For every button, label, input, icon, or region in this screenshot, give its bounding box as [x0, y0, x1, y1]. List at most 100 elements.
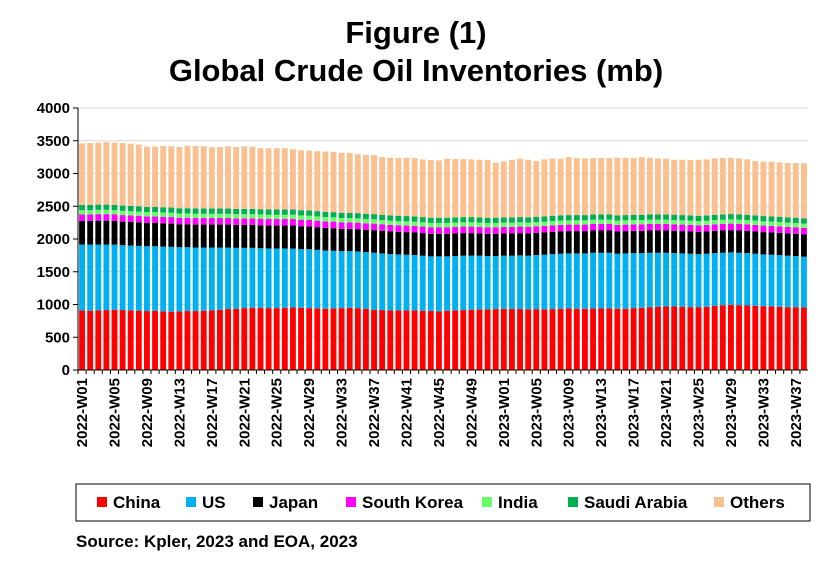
bar-segment — [549, 220, 556, 226]
bar-segment — [411, 158, 418, 217]
bar-segment — [622, 224, 629, 232]
bar-segment — [557, 220, 564, 225]
bar-segment — [427, 160, 434, 218]
bar-segment — [176, 217, 183, 225]
bar-segment — [135, 206, 142, 212]
y-tick-label: 2000 — [37, 231, 70, 248]
bar-segment — [371, 230, 377, 253]
bar-segment — [573, 158, 580, 216]
bar-stack — [314, 151, 321, 370]
bar-segment — [476, 309, 483, 370]
bar-segment — [776, 216, 783, 222]
bar-segment — [403, 216, 410, 222]
bar-segment — [801, 227, 807, 235]
bar-segment — [306, 215, 313, 221]
legend-swatch — [253, 497, 263, 507]
bar-segment — [614, 308, 621, 370]
bar-segment — [565, 215, 572, 221]
bar-segment — [565, 308, 572, 370]
bar-segment — [679, 231, 686, 254]
bar-segment — [792, 233, 799, 257]
bar-segment — [801, 307, 807, 370]
bar-segment — [719, 252, 726, 306]
bar-segment — [330, 212, 337, 218]
bar-segment — [330, 217, 337, 222]
bar-segment — [257, 218, 264, 226]
bar-segment — [225, 213, 231, 219]
bar-segment — [598, 223, 605, 231]
bar-segment — [557, 224, 564, 232]
bar-stack — [395, 158, 402, 370]
bar-segment — [330, 308, 337, 370]
bar-segment — [630, 308, 637, 370]
bar-segment — [436, 227, 442, 234]
bar-segment — [168, 223, 175, 247]
bar-segment — [144, 311, 150, 370]
bar-segment — [728, 157, 734, 215]
bar-segment — [314, 216, 321, 221]
legend-label: Japan — [269, 493, 318, 512]
bar-segment — [168, 212, 175, 218]
bar-segment — [582, 253, 588, 309]
bar-segment — [217, 208, 223, 214]
bar-segment — [736, 158, 742, 215]
bar-segment — [614, 224, 621, 232]
bar-segment — [111, 220, 118, 245]
bar-stack — [265, 148, 272, 370]
bar-stack — [290, 149, 296, 370]
bar-segment — [379, 310, 386, 370]
bar-segment — [768, 232, 775, 255]
bar-segment — [322, 211, 329, 218]
bar-segment — [598, 308, 605, 370]
bar-segment — [663, 214, 669, 220]
bar-segment — [711, 214, 718, 220]
bar-segment — [233, 247, 240, 309]
bar-segment — [217, 213, 223, 219]
bar-segment — [160, 223, 167, 247]
bar-segment — [363, 154, 369, 214]
bar-segment — [144, 206, 150, 213]
bar-segment — [395, 215, 402, 221]
bar-segment — [468, 255, 475, 310]
bar-segment — [801, 218, 807, 224]
bar-segment — [427, 222, 434, 228]
bar-segment — [736, 305, 742, 370]
bar-segment — [379, 224, 386, 231]
bar-segment — [87, 143, 94, 205]
bar-segment — [606, 308, 613, 370]
bar-stack — [468, 159, 475, 370]
bar-segment — [646, 230, 653, 253]
bar-segment — [630, 224, 637, 231]
bar-segment — [500, 226, 507, 234]
bar-segment — [249, 146, 256, 209]
bar-segment — [257, 307, 264, 370]
bar-segment — [346, 212, 353, 219]
bar-segment — [687, 253, 694, 308]
y-tick-label: 0 — [62, 362, 70, 379]
bar-segment — [565, 220, 572, 225]
bar-segment — [241, 308, 248, 370]
bar-segment — [379, 253, 386, 311]
bar-segment — [614, 220, 621, 225]
x-tick-label: 2022-W13 — [171, 378, 188, 447]
bar-segment — [176, 224, 183, 248]
bar-segment — [290, 248, 296, 308]
bar-segment — [655, 223, 661, 231]
bar-segment — [500, 222, 507, 227]
bar-segment — [281, 148, 288, 210]
bar-segment — [346, 251, 353, 308]
bar-segment — [314, 151, 321, 212]
bar-segment — [784, 163, 791, 218]
bar-segment — [354, 222, 361, 230]
bar-segment — [363, 223, 369, 230]
bar-segment — [784, 233, 791, 256]
bar-segment — [638, 220, 645, 225]
bar-segment — [135, 310, 142, 370]
bar-segment — [533, 221, 540, 227]
bar-segment — [679, 215, 686, 221]
bar-segment — [200, 208, 207, 214]
bar-segment — [460, 159, 467, 218]
bar-stack — [306, 150, 313, 370]
bar-segment — [322, 221, 329, 228]
bar-segment — [176, 208, 183, 214]
